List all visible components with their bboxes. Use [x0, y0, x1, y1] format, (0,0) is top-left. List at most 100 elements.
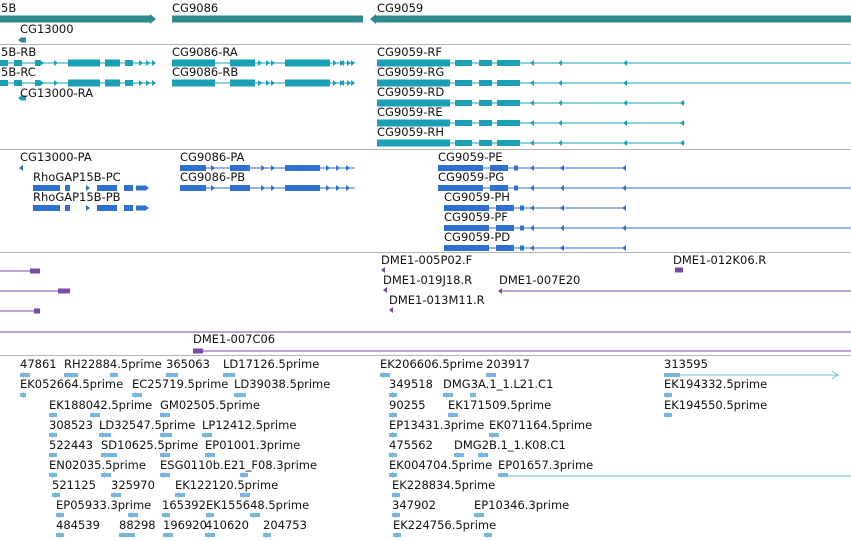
est-label[interactable]: ESG0110b.E21_F08.3prime	[160, 458, 318, 472]
protein-block[interactable]	[33, 205, 60, 211]
est-feature[interactable]	[448, 413, 458, 417]
est-label[interactable]: 313595	[664, 357, 708, 371]
est-label[interactable]: EN02035.5prime	[49, 458, 146, 472]
est-label[interactable]: LD17126.5prime	[223, 357, 320, 371]
protein-label-cg9059-pg[interactable]: CG9059-PG	[438, 170, 505, 184]
est-feature[interactable]	[443, 392, 447, 398]
transcript-label-cg13000-ra[interactable]: CG13000-RA	[20, 86, 94, 100]
transcript-exon[interactable]	[35, 60, 40, 66]
est-feature[interactable]	[160, 453, 170, 457]
est-feature[interactable]	[160, 432, 164, 438]
est-feature[interactable]	[205, 453, 215, 457]
est-label[interactable]: GM02505.5prime	[160, 398, 260, 412]
est-feature[interactable]	[240, 492, 244, 498]
transcript-exon[interactable]	[455, 100, 472, 106]
transcript-exon[interactable]	[285, 59, 330, 67]
protein-label-cg9059-pe[interactable]: CG9059-PE	[438, 150, 503, 164]
est-feature[interactable]	[128, 512, 132, 518]
transcript-exon[interactable]	[377, 119, 388, 127]
protein-strand-arrow[interactable]	[145, 205, 149, 211]
transcript-exon[interactable]	[377, 79, 450, 87]
est-label[interactable]: EK071164.5prime	[489, 418, 593, 432]
est-label[interactable]: 347902	[392, 498, 436, 512]
protein-strand-arrow[interactable]	[560, 165, 564, 171]
est-feature[interactable]	[163, 533, 173, 537]
est-feature[interactable]	[90, 412, 94, 418]
protein-block[interactable]	[136, 185, 146, 191]
protein-block[interactable]	[520, 245, 524, 251]
transcript-exon[interactable]	[455, 120, 472, 126]
protein-label-rhogap15b-pc[interactable]: RhoGAP15B-PC	[33, 170, 121, 184]
est-feature[interactable]	[489, 432, 493, 438]
transcript-strand-arrow[interactable]	[530, 80, 534, 86]
transcript-strand-arrow[interactable]	[347, 80, 351, 86]
transcript-strand-arrow[interactable]	[558, 80, 562, 86]
est-feature[interactable]	[448, 412, 452, 418]
protein-block[interactable]	[230, 185, 250, 191]
transcript-strand-arrow[interactable]	[680, 140, 684, 146]
est-feature[interactable]	[166, 372, 170, 378]
protein-strand-arrow[interactable]	[530, 245, 534, 251]
clone-label-dme1-005p02[interactable]: DME1-005P02.F	[381, 253, 473, 267]
protein-block[interactable]	[180, 185, 206, 191]
protein-block[interactable]	[65, 205, 70, 211]
transcript-strand-arrow[interactable]	[623, 60, 627, 66]
est-label[interactable]: 349518	[389, 377, 433, 391]
protein-strand-arrow[interactable]	[145, 185, 149, 191]
est-feature[interactable]	[392, 492, 396, 498]
est-feature[interactable]	[99, 433, 111, 437]
est-label[interactable]: 88298	[119, 518, 156, 532]
clone-end[interactable]	[58, 288, 70, 294]
est-feature[interactable]	[389, 472, 393, 478]
est-label[interactable]: LD32547.5prime	[99, 418, 196, 432]
transcript-strand-arrow[interactable]	[40, 80, 44, 86]
est-label[interactable]: EK171509.5prime	[448, 398, 552, 412]
est-feature[interactable]	[263, 532, 267, 538]
clone-end[interactable]	[30, 268, 40, 274]
est-label[interactable]: 196920	[163, 518, 207, 532]
transcript-exon[interactable]	[455, 80, 472, 86]
est-feature[interactable]	[64, 372, 68, 378]
transcript-strand-arrow[interactable]	[266, 80, 270, 86]
est-feature[interactable]	[478, 453, 488, 457]
est-feature[interactable]	[389, 392, 393, 398]
protein-strand-arrow[interactable]	[211, 165, 215, 171]
est-label[interactable]: 90255	[389, 398, 426, 412]
protein-strand-arrow[interactable]	[346, 165, 350, 171]
est-feature[interactable]	[205, 532, 209, 538]
protein-strand-arrow[interactable]	[458, 165, 462, 171]
est-feature[interactable]	[20, 373, 30, 377]
gene-label-cg9086[interactable]: CG9086	[172, 1, 219, 15]
protein-block[interactable]	[496, 225, 514, 231]
protein-block[interactable]	[490, 185, 508, 191]
protein-strand-arrow[interactable]	[622, 225, 626, 231]
protein-label-cg13000-pa[interactable]: CG13000-PA	[20, 150, 92, 164]
protein-strand-arrow[interactable]	[440, 165, 444, 171]
est-feature[interactable]	[250, 512, 254, 518]
gene-bar[interactable]	[150, 14, 156, 24]
transcript-exon[interactable]	[497, 100, 520, 106]
est-label[interactable]: 204753	[263, 518, 307, 532]
est-feature[interactable]	[664, 412, 668, 418]
gene-bar[interactable]	[172, 15, 363, 23]
transcript-exon[interactable]	[0, 60, 8, 66]
est-label[interactable]: 325970	[111, 478, 155, 492]
est-label[interactable]: EP05933.3prime	[56, 498, 152, 512]
transcript-exon[interactable]	[479, 140, 492, 146]
protein-block[interactable]	[490, 165, 508, 171]
est-label[interactable]: 521125	[52, 478, 96, 492]
transcript-strand-arrow[interactable]	[54, 60, 58, 66]
protein-block[interactable]	[124, 185, 133, 191]
est-label[interactable]: DMG3A.1_1.L21.C1	[443, 377, 554, 391]
est-feature[interactable]	[234, 392, 238, 398]
protein-strand-arrow[interactable]	[326, 185, 330, 191]
est-feature[interactable]	[49, 452, 53, 458]
est-label[interactable]: EK155648.5prime	[206, 498, 310, 512]
est-feature[interactable]	[205, 533, 215, 537]
est-feature[interactable]	[175, 492, 179, 498]
est-label[interactable]: EP01657.3prime	[498, 458, 594, 472]
transcript-label-cg9086-rb[interactable]: CG9086-RB	[172, 65, 239, 79]
transcript-strand-arrow[interactable]	[54, 80, 58, 86]
est-feature[interactable]	[474, 512, 478, 518]
protein-strand-arrow[interactable]	[622, 205, 626, 211]
